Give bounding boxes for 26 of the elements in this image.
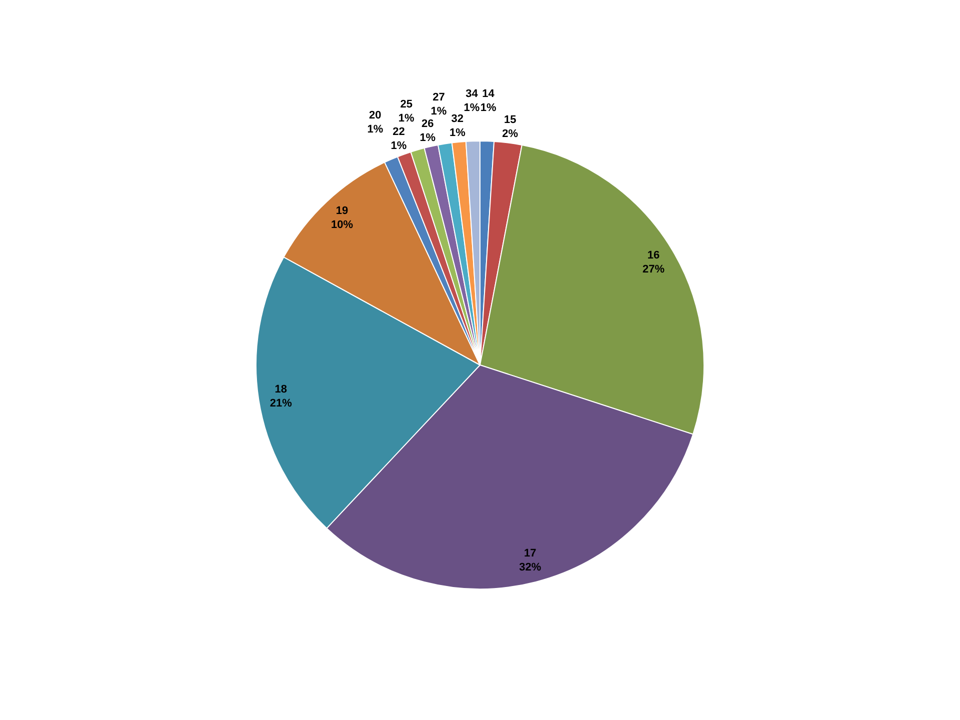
data-label: 32% xyxy=(519,561,542,574)
data-label: 1% xyxy=(464,102,480,114)
slice-label: 14 xyxy=(482,88,496,100)
slice-label: 26 xyxy=(422,118,434,130)
slice-label: 27 xyxy=(432,91,445,104)
data-label: 1% xyxy=(430,105,447,118)
slice-label: 34 xyxy=(466,88,479,100)
slice-label: 16 xyxy=(647,249,660,262)
data-label: 2% xyxy=(502,128,518,140)
slice-label: 15 xyxy=(504,114,516,126)
data-label: 27% xyxy=(642,263,665,276)
data-label: 1% xyxy=(420,132,436,144)
data-label: 1% xyxy=(480,102,496,114)
slice-label: 20 xyxy=(369,110,382,122)
data-label: 1% xyxy=(398,112,415,125)
data-label: 21% xyxy=(270,398,292,410)
data-label: 1% xyxy=(449,127,466,140)
slice-label: 22 xyxy=(392,126,405,138)
slice-label: 17 xyxy=(524,547,536,560)
slice-label: 25 xyxy=(400,98,412,111)
slice-label: 19 xyxy=(336,205,348,218)
slice-label: 18 xyxy=(274,384,288,396)
slice-label: 32 xyxy=(451,113,464,126)
data-label: 10% xyxy=(330,219,354,232)
data-label: 1% xyxy=(390,140,407,152)
data-label: 1% xyxy=(367,124,384,136)
